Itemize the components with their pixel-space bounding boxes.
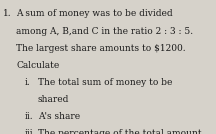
Text: 1.: 1. (3, 9, 12, 18)
Text: Calculate: Calculate (16, 61, 59, 70)
Text: shared: shared (38, 95, 69, 104)
Text: The largest share amounts to $1200.: The largest share amounts to $1200. (16, 44, 186, 53)
Text: A sum of money was to be divided: A sum of money was to be divided (16, 9, 173, 18)
Text: among A, B,and C in the ratio 2 : 3 : 5.: among A, B,and C in the ratio 2 : 3 : 5. (16, 27, 193, 36)
Text: iii.: iii. (25, 129, 36, 134)
Text: The total sum of money to be: The total sum of money to be (38, 78, 172, 87)
Text: i.: i. (25, 78, 31, 87)
Text: A's share: A's share (38, 112, 80, 121)
Text: The percentage of the total amount: The percentage of the total amount (38, 129, 202, 134)
Text: ii.: ii. (25, 112, 33, 121)
